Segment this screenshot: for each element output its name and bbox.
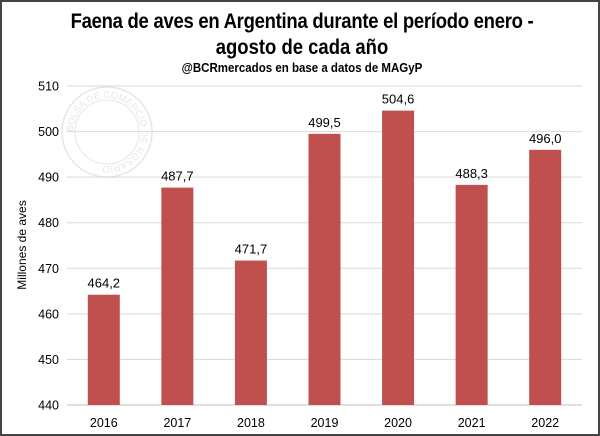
- y-tick-label: 460: [38, 307, 59, 321]
- bar-2021: [455, 184, 488, 405]
- bar-2018: [234, 260, 267, 405]
- data-label: 504,6: [382, 92, 415, 107]
- data-label: 496,0: [529, 131, 562, 146]
- y-tick-label: 480: [38, 216, 59, 230]
- bar-2019: [308, 133, 341, 405]
- y-tick-label: 490: [38, 171, 59, 185]
- data-label: 464,2: [88, 276, 121, 291]
- bar-2022: [529, 149, 562, 405]
- y-tick-label: 440: [38, 399, 59, 413]
- data-label: 488,3: [455, 166, 488, 181]
- chart-title-line1: Faena de aves en Argentina durante el pe…: [70, 10, 534, 33]
- x-tick-label: 2020: [384, 416, 412, 430]
- x-tick-label: 2021: [458, 416, 486, 430]
- bar-2016: [87, 294, 120, 405]
- chart-title-line2: agosto de cada año: [215, 36, 389, 59]
- chart-subtitle: @BCRmercados en base a datos de MAGyP: [181, 61, 423, 75]
- x-tick-label: 2019: [311, 416, 339, 430]
- x-tick-label: 2022: [531, 416, 559, 430]
- y-tick-label: 500: [38, 125, 59, 139]
- x-tick-label: 2016: [90, 416, 118, 430]
- data-label: 471,7: [235, 242, 268, 257]
- x-tick-label: 2017: [163, 416, 191, 430]
- bar-2017: [161, 187, 194, 405]
- data-label: 487,7: [161, 169, 194, 184]
- y-tick-label: 450: [38, 353, 59, 367]
- y-axis-label: Millones de aves: [15, 200, 29, 289]
- y-tick-label: 470: [38, 262, 59, 276]
- x-tick-label: 2018: [237, 416, 265, 430]
- data-label: 499,5: [308, 115, 341, 130]
- bar-2020: [382, 110, 415, 405]
- y-tick-label: 510: [38, 80, 59, 94]
